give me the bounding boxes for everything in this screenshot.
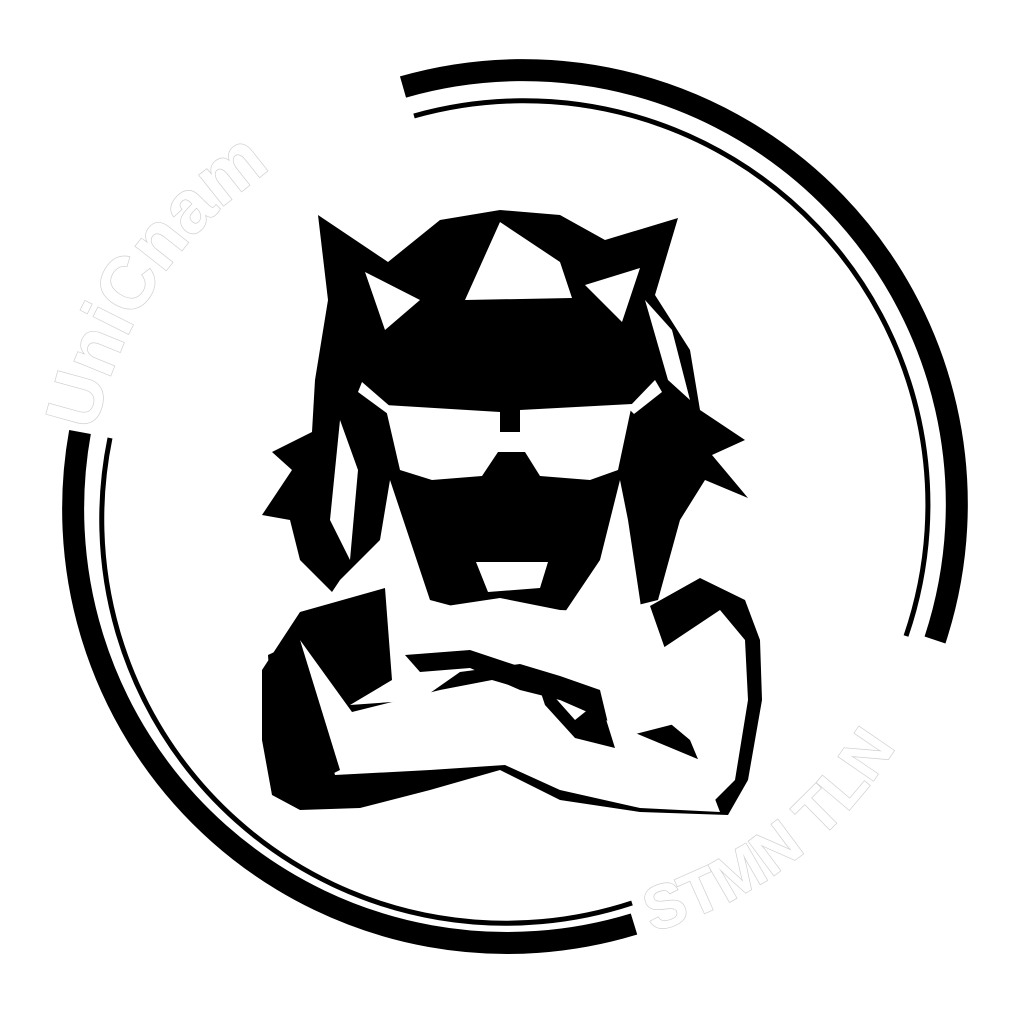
logo-top-text: UniCnam — [30, 116, 281, 437]
sleeve-cuff — [535, 675, 615, 748]
outer-ring — [62, 59, 968, 954]
hair-highlight-right — [645, 300, 690, 400]
left-ear-inner — [365, 272, 420, 330]
torso-shadow — [268, 640, 340, 790]
hair-highlight-left — [330, 420, 358, 560]
character-illustration — [262, 210, 762, 815]
sunglasses — [358, 380, 662, 480]
left-arm — [300, 640, 720, 812]
forearm-crease — [405, 650, 560, 700]
right-arm — [642, 610, 748, 800]
inner-ring — [99, 98, 931, 926]
hair-highlight — [465, 222, 572, 300]
mouth — [476, 562, 548, 592]
right-ear-inner — [585, 268, 640, 322]
